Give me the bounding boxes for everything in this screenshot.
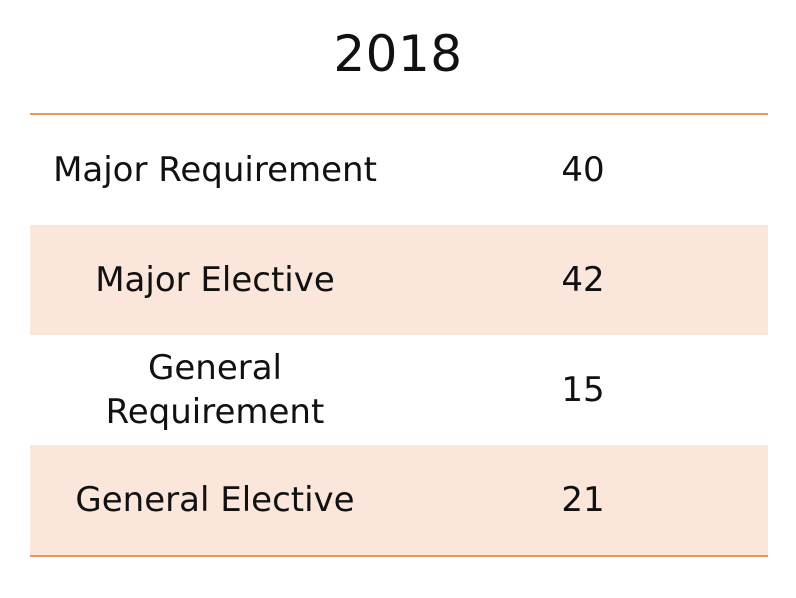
row-label: Major Requirement	[53, 150, 377, 190]
table-row: General Requirement 15	[30, 335, 768, 445]
row-label: General Requirement	[105, 348, 325, 432]
table-title: 2018	[333, 25, 463, 83]
row-label: General Elective	[75, 480, 355, 520]
table-row: General Elective 21	[30, 445, 768, 555]
row-value: 42	[561, 260, 605, 300]
table-row: Major Elective 42	[30, 225, 768, 335]
row-label: Major Elective	[95, 260, 335, 300]
row-value: 15	[561, 370, 605, 410]
table-row: Major Requirement 40	[30, 115, 768, 225]
row-value: 40	[561, 150, 605, 190]
row-value: 21	[561, 480, 605, 520]
credits-table: Major Requirement 40 Major Elective 42 G…	[30, 113, 768, 557]
